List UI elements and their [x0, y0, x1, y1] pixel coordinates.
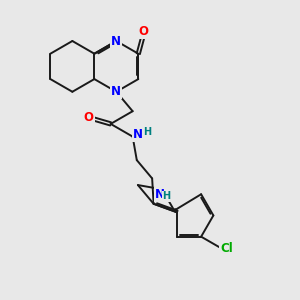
Text: N: N: [111, 34, 121, 47]
Text: O: O: [138, 26, 148, 38]
Text: N: N: [154, 188, 165, 201]
Text: O: O: [84, 110, 94, 124]
Text: H: H: [162, 191, 171, 202]
Text: N: N: [133, 128, 143, 141]
Text: Cl: Cl: [220, 242, 233, 255]
Text: H: H: [143, 127, 152, 137]
Text: N: N: [111, 85, 121, 98]
